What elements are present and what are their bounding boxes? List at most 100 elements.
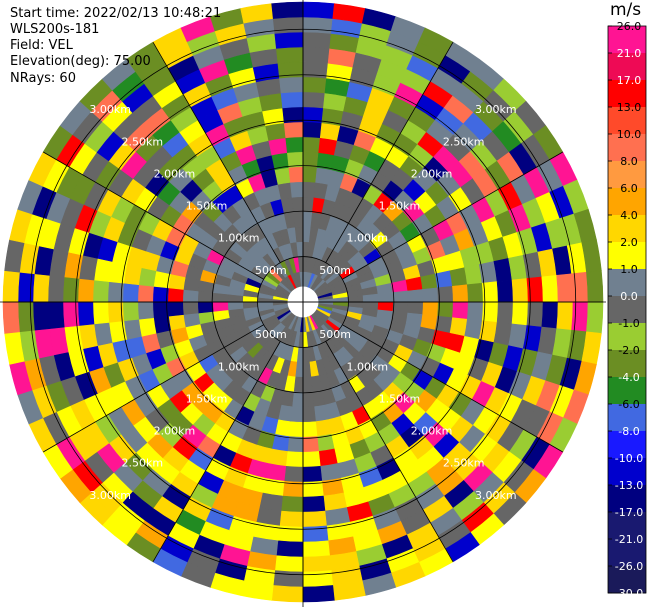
velocity-gate (291, 391, 304, 408)
ring-label: 2.00km (154, 425, 196, 438)
colorbar-unit: m/s (610, 0, 642, 20)
velocity-gate (197, 301, 214, 314)
velocity-gate (286, 151, 304, 168)
velocity-gate (302, 196, 315, 213)
velocity-gate (464, 264, 483, 286)
velocity-gate (290, 406, 304, 423)
colorbar-tick-label: -6.0 (618, 398, 639, 411)
colorbar-segment (608, 161, 646, 189)
velocity-gate (302, 436, 320, 453)
velocity-gate (137, 284, 154, 303)
colorbar-segment (608, 377, 646, 405)
velocity-gate (362, 293, 379, 303)
velocity-gate (437, 285, 454, 303)
velocity-gate (571, 301, 589, 333)
velocity-gate (122, 282, 140, 303)
velocity-gate (182, 289, 199, 303)
velocity-gate (302, 1, 335, 19)
velocity-gate (316, 433, 335, 452)
velocity-gate (302, 91, 326, 109)
ring-label: 3.00km (89, 489, 131, 502)
ring-label: 3.00km (475, 103, 517, 116)
colorbar-segment (608, 269, 646, 297)
velocity-gate (466, 282, 484, 303)
velocity-gate (288, 166, 304, 183)
velocity-gate (274, 31, 304, 49)
velocity-gate (182, 301, 199, 315)
colorbar-tick-label: 13.0 (617, 101, 642, 114)
colorbar-segment (608, 350, 646, 378)
velocity-gate (167, 301, 184, 317)
velocity-gate (77, 278, 95, 303)
velocity-gate (556, 301, 574, 331)
colorbar-segment (608, 53, 646, 81)
colorbar-segment (608, 242, 646, 270)
velocity-gates (2, 1, 604, 603)
velocity-gate (279, 76, 304, 94)
velocity-gate (302, 166, 318, 183)
velocity-gate (122, 301, 140, 322)
colorbar-tick-label: 1.0 (620, 263, 638, 276)
azimuth-line (42, 324, 264, 453)
velocity-gate (422, 287, 439, 303)
colorbar-segment (608, 458, 646, 486)
colorbar-segment (608, 539, 646, 567)
azimuth-line (42, 151, 264, 280)
velocity-gate (302, 570, 334, 588)
velocity-gate (466, 301, 484, 322)
azimuth-line (152, 341, 281, 563)
velocity-gate (265, 463, 287, 482)
velocity-gate (302, 391, 315, 408)
colorbar-tick-label: -13.0 (615, 479, 643, 492)
velocity-gate (212, 301, 229, 312)
velocity-gate (32, 301, 50, 331)
velocity-gate (227, 301, 244, 311)
velocity-gate (291, 196, 304, 213)
velocity-gate (276, 46, 304, 64)
velocity-gate (17, 271, 35, 303)
velocity-gate (92, 301, 110, 325)
velocity-gate (302, 555, 332, 573)
colorbar-segment (608, 215, 646, 243)
velocity-gate (17, 301, 35, 333)
velocity-gate (302, 16, 334, 34)
velocity-gate (302, 406, 316, 423)
velocity-gate (285, 136, 304, 153)
velocity-gate (197, 290, 214, 303)
colorbar-tick-label: 10.0 (617, 128, 642, 141)
velocity-gate (541, 301, 559, 329)
velocity-gate (2, 270, 20, 303)
ring-label: 500m (255, 328, 287, 341)
colorbar-segment (608, 431, 646, 459)
colorbar-tick-label: -17.0 (615, 506, 643, 519)
ring-label: 1.50km (379, 200, 421, 213)
velocity-gate (302, 76, 327, 94)
velocity-gate (319, 463, 341, 482)
velocity-gate (138, 317, 157, 337)
colorbar-segment (608, 107, 646, 135)
instrument-label: WLS200s-181 (10, 22, 100, 37)
colorbar-tick-label: -4.0 (618, 371, 639, 384)
colorbar-segment (608, 296, 646, 324)
velocity-gate (272, 16, 304, 34)
velocity-gate (302, 540, 330, 558)
velocity-gate (77, 301, 95, 326)
velocity-gate (302, 181, 316, 198)
velocity-gate (377, 292, 394, 303)
velocity-gate (302, 585, 335, 603)
velocity-gate (271, 585, 304, 603)
velocity-gate (167, 287, 184, 303)
velocity-gate (32, 273, 50, 303)
velocity-gate (302, 451, 321, 468)
velocity-gate (449, 267, 468, 287)
ring-label: 2.50km (443, 457, 485, 470)
ring-label: 1.00km (218, 360, 260, 373)
velocity-gate (511, 301, 529, 326)
ring-label: 1.50km (186, 392, 228, 405)
velocity-gate (152, 285, 169, 303)
colorbar: 26.0 21.0 17.0 13.0 10.0 8.0 6.0 4.0 2.0 1.0 0.0 -1… (607, 20, 647, 600)
colorbar-border (607, 25, 647, 594)
velocity-gate (283, 465, 304, 483)
elevation-label: Elevation(deg): 75.00 (10, 54, 151, 69)
